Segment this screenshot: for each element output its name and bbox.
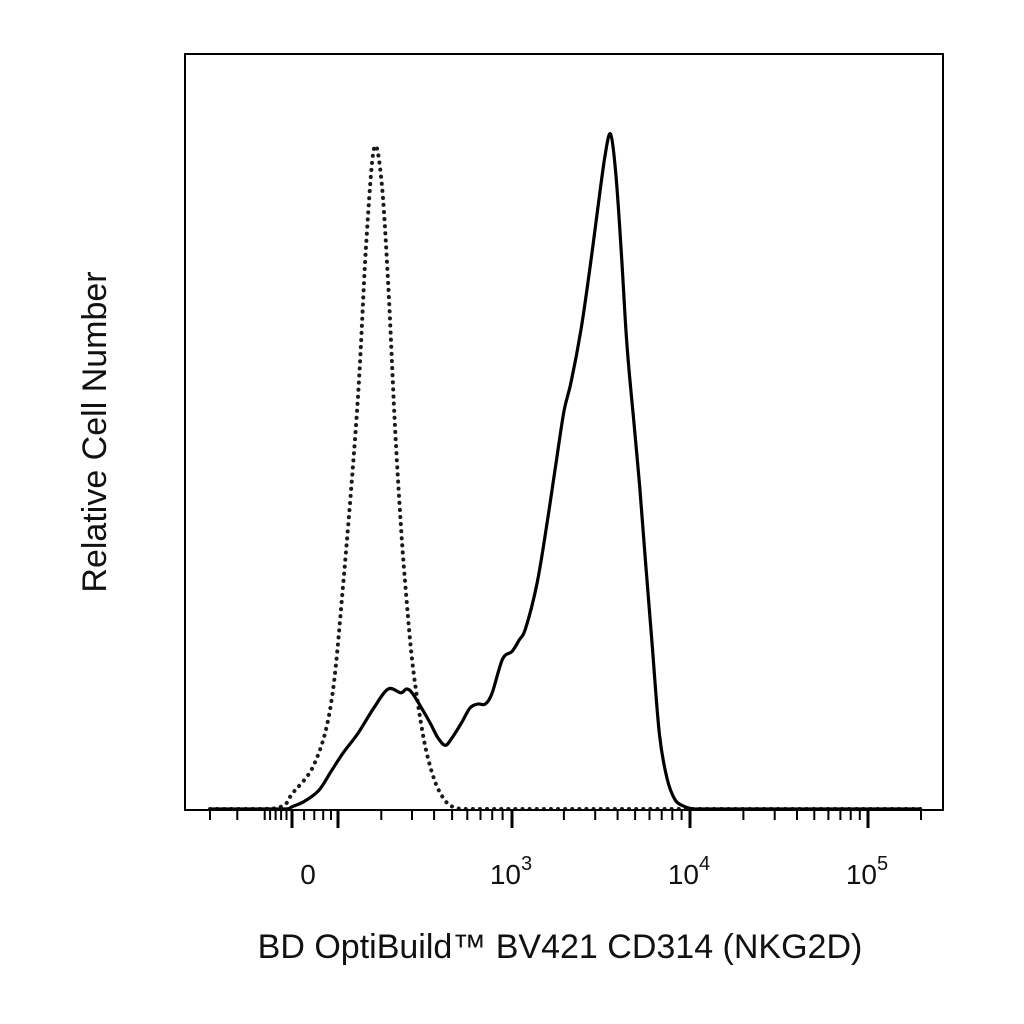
x-tick-label: 105 <box>846 853 888 890</box>
x-tick-label-exponent: 5 <box>877 853 888 875</box>
x-tick-label-base: 10 <box>490 859 521 890</box>
x-tick-label: 0 <box>300 859 316 890</box>
x-axis-tick-labels: 0 103 104 105 <box>300 853 888 890</box>
x-tick-label: 103 <box>490 853 532 890</box>
x-tick-label-exponent: 4 <box>699 853 710 875</box>
x-axis-ticks <box>209 810 922 828</box>
x-axis-label: BD OptiBuild™ BV421 CD314 (NKG2D) <box>258 928 863 966</box>
x-tick-label-base: 10 <box>846 859 877 890</box>
x-tick-label-base: 10 <box>668 859 699 890</box>
y-axis-label: Relative Cell Number <box>76 271 114 592</box>
series-line-solid <box>210 132 921 811</box>
x-tick-label-exponent: 3 <box>521 853 532 875</box>
x-tick-label: 104 <box>668 853 710 890</box>
